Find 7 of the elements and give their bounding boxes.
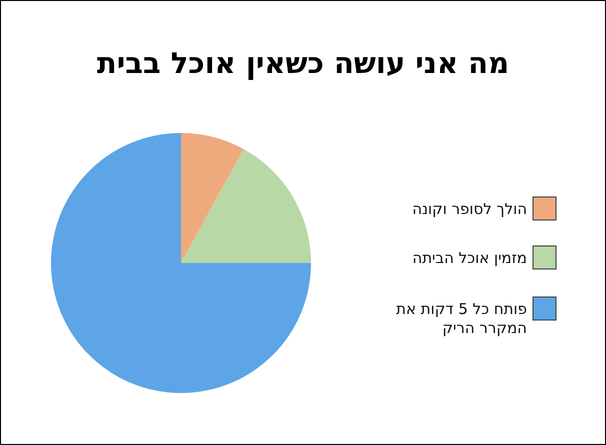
legend-label: מזמין אוכל הביתה xyxy=(412,249,527,267)
pie-slice xyxy=(181,133,244,263)
chart-title: מה אני עושה כשאין אוכל בבית xyxy=(96,46,510,80)
pie-slice xyxy=(51,133,311,393)
legend-label: פותח כל 5 דקות את המקרר הריק xyxy=(396,300,527,337)
pie-slice xyxy=(181,149,311,263)
legend-label: הולך לסופר וקונה xyxy=(412,200,527,218)
